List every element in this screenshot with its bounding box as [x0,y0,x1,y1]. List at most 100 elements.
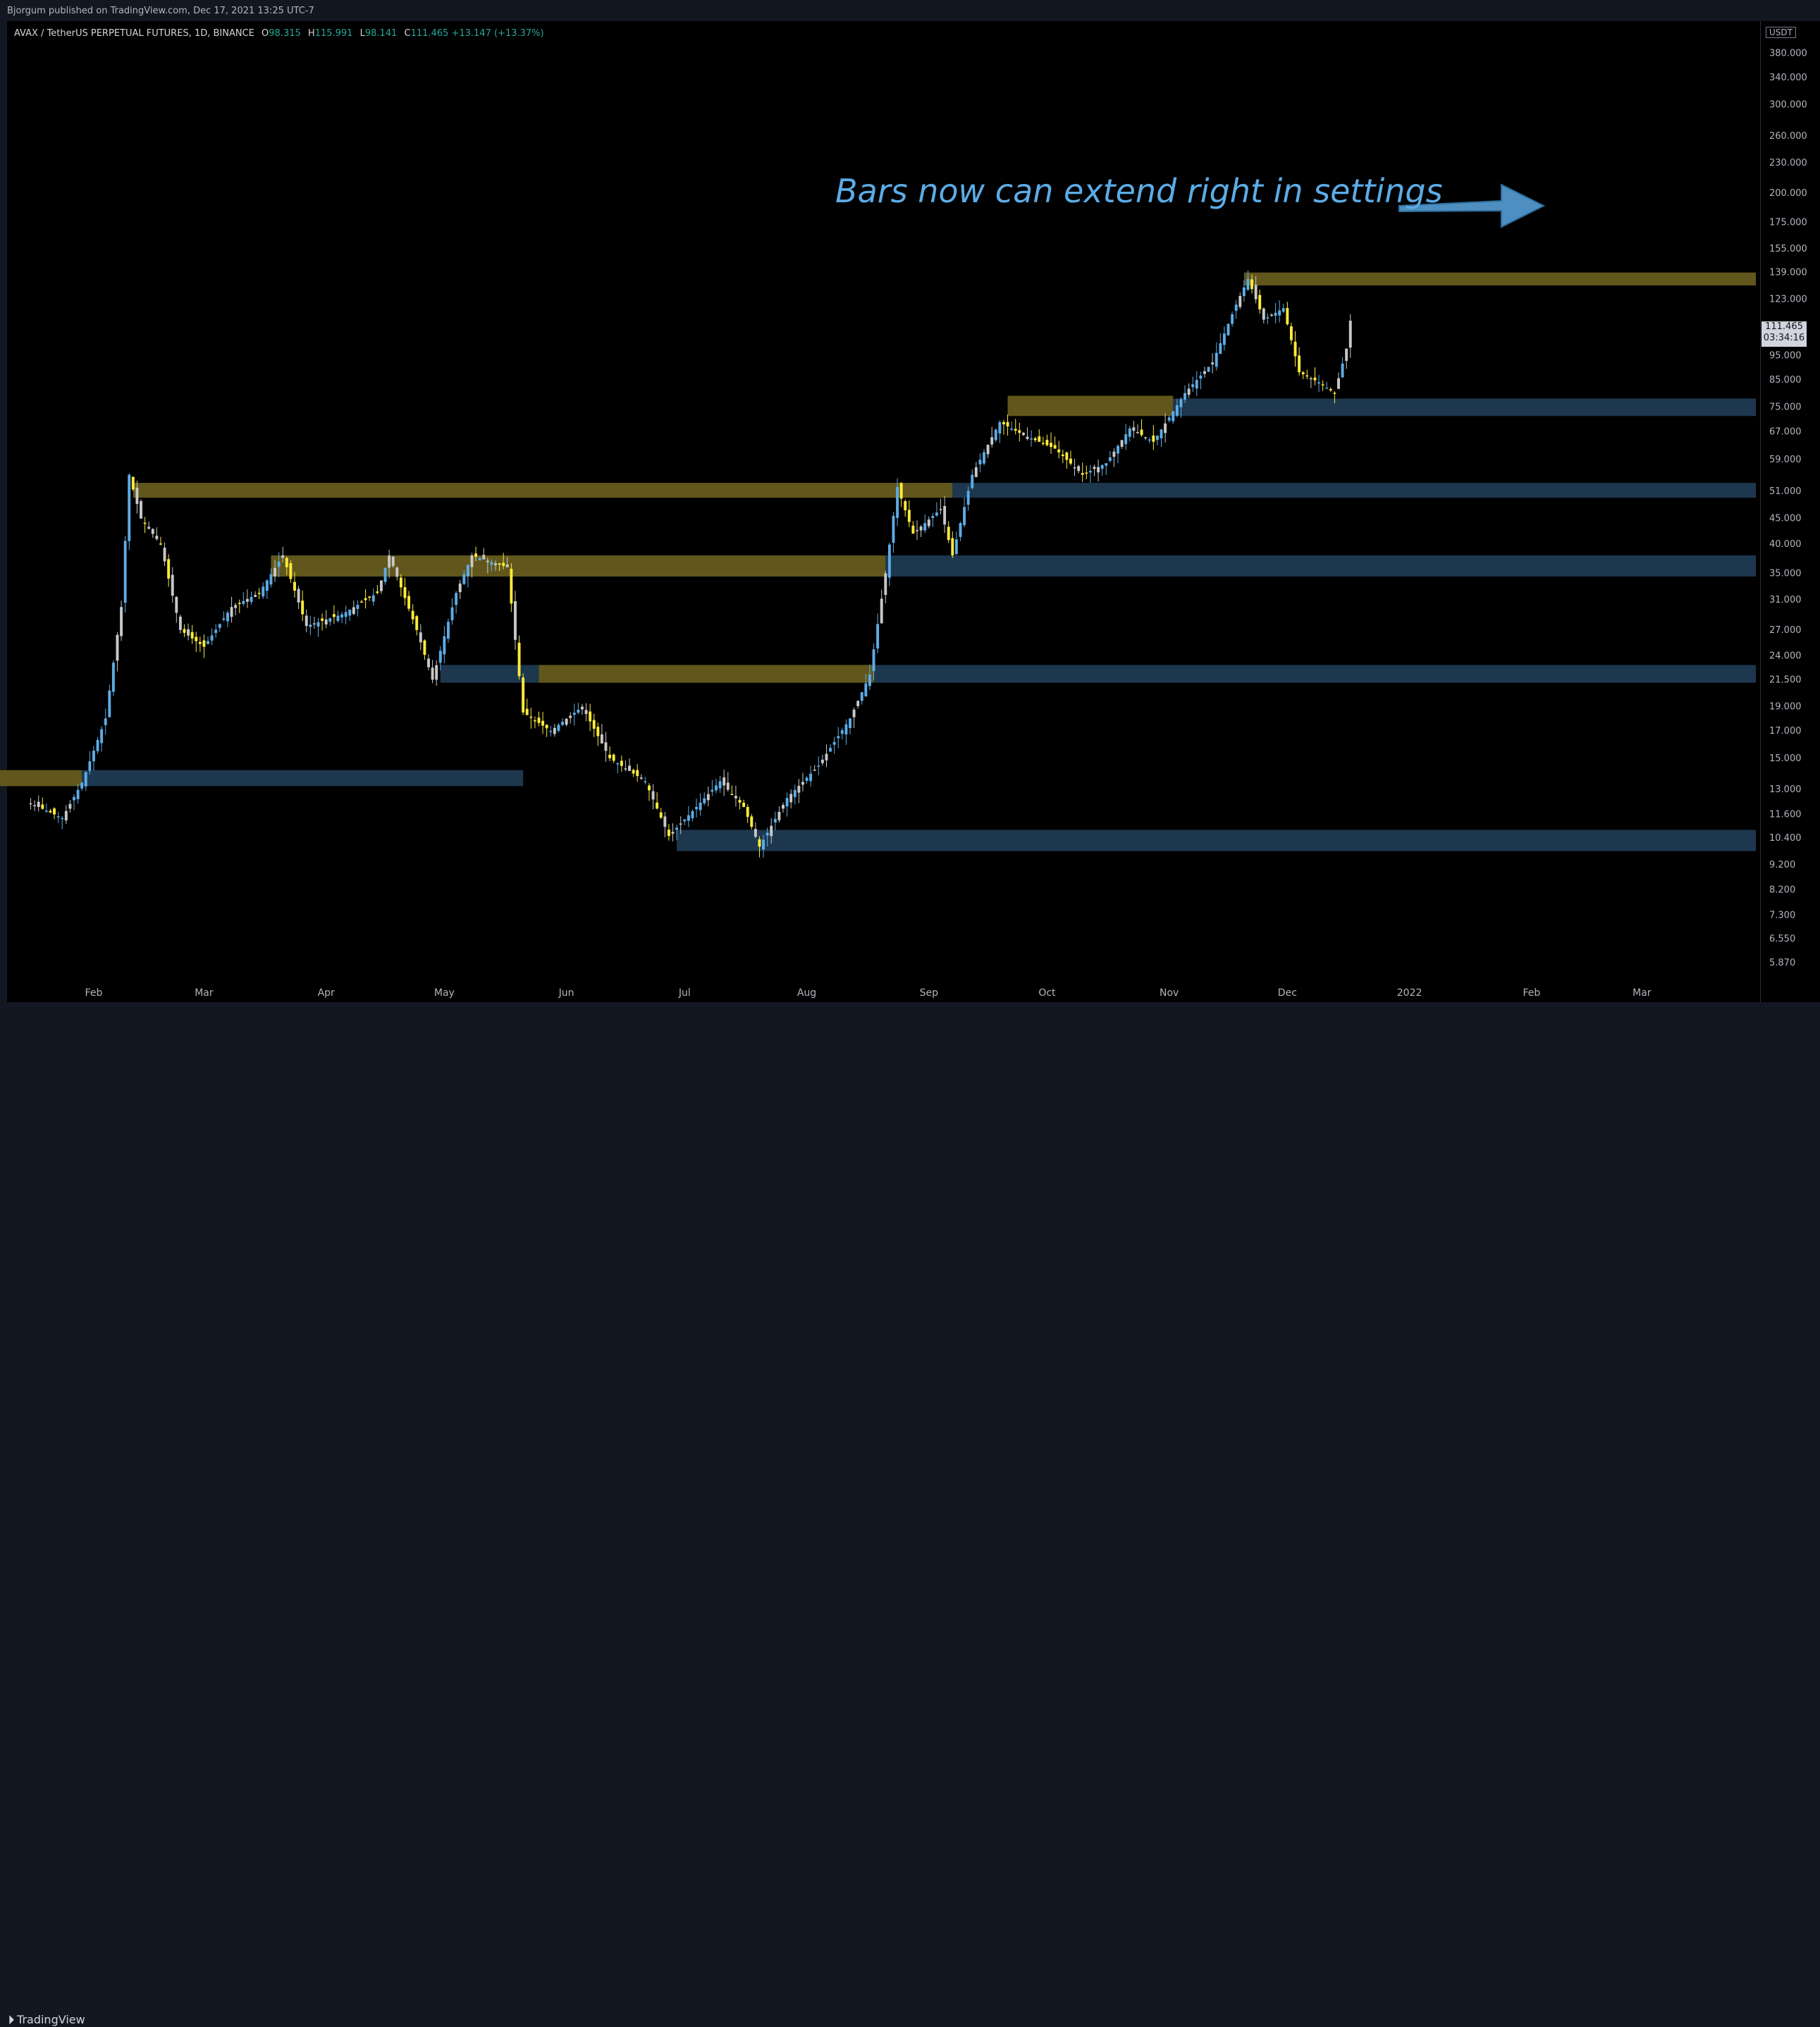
candle-body [825,753,828,760]
candle-body [167,559,171,579]
candle-body [947,526,950,541]
candle-body [1333,393,1336,394]
candle-body [44,811,48,812]
candle-body [904,501,907,511]
candle-body [840,730,844,734]
candle-body [273,567,276,577]
candle-body [466,565,469,577]
candle-body [1167,417,1171,421]
candle-body [1203,371,1206,374]
candle-body [569,715,572,718]
candle-body [56,816,60,818]
candle-body [1337,378,1340,389]
candle-body [435,665,438,680]
candle-body [1010,429,1014,430]
candle-body [64,811,68,821]
candle-body [498,563,501,565]
candle-body [561,722,564,725]
candle-body [348,609,352,616]
candle-body [671,832,675,834]
candle-body [1100,464,1104,469]
candle-body [939,509,942,510]
candle-body [765,832,769,836]
candle-body [715,785,718,791]
candle-body [1215,352,1218,367]
candle-body [502,562,505,566]
candle-body [1002,421,1005,425]
candle-body [131,476,135,490]
candle-body [785,798,789,807]
candle-body [1057,449,1061,452]
candle-body [1313,377,1317,381]
candle-body [1124,434,1128,445]
candle-body [238,603,241,604]
candle-body [892,515,895,543]
candle-body [379,580,383,591]
candle-body [1148,439,1151,441]
high-label: H [307,28,315,39]
candle-body [1033,438,1037,440]
candle-body [123,541,127,603]
candle-body [1348,320,1352,348]
candle-body [683,819,687,822]
candle-body [312,623,316,625]
price-tick-label: 85.000 [1769,375,1802,386]
candle-body [242,600,245,604]
candle-body [438,651,442,663]
candle-body [1053,445,1057,449]
candle-body [726,782,730,790]
candle-body [553,727,556,734]
candle-body [983,452,985,464]
price-tick-label: 11.600 [1769,809,1802,820]
candle-body [84,772,87,787]
candle-body [1172,411,1175,421]
bar-countdown: 03:34:16 [1763,333,1805,343]
supply-zone [539,665,874,683]
candle-body [856,701,860,706]
candle-body [1117,445,1119,454]
candle-body [431,667,434,680]
candle-body [1164,423,1167,433]
brand-name: TradingView [17,2013,85,2026]
candle-body [1050,443,1052,448]
price-axis[interactable] [1760,21,1820,1002]
candle-body [111,663,115,692]
time-tick-label: Nov [1160,987,1179,999]
candle-body [927,519,930,526]
change-value: +13.147 (+13.37%) [451,28,544,39]
candle-body [1160,429,1163,438]
candle-body [187,629,190,636]
candle-body [68,803,72,809]
candle-body [29,803,32,805]
price-tick-label: 200.000 [1769,188,1807,199]
candle-body [257,593,261,594]
currency-label[interactable]: USDT [1766,27,1796,38]
candle-body [797,785,801,793]
arrow-right-icon [1398,183,1546,228]
candle-body [309,624,312,627]
candle-body [773,818,777,822]
candle-body [1187,388,1191,395]
candle-body [482,555,486,560]
candle-body [1093,467,1096,469]
price-tick-label: 300.000 [1769,100,1807,111]
time-tick-label: Feb [1523,987,1540,999]
candle-body [214,629,218,634]
candle-body [281,555,285,558]
candle-body [663,816,667,827]
price-tick-label: 45.000 [1769,514,1802,524]
candle-body [639,777,643,779]
candle-body [277,561,281,567]
candle-body [1219,343,1222,355]
candle-body [679,823,682,825]
price-tick-label: 27.000 [1769,625,1802,636]
candle-body [324,620,328,625]
candle-body [963,507,966,526]
candle-body [371,595,375,602]
candle-body [1038,436,1041,442]
tradingview-logo[interactable]: ⏵ TradingView [8,2013,85,2027]
candle-body [742,802,746,807]
candle-body [1191,384,1195,388]
candle-body [954,539,958,555]
candle-body [190,631,194,639]
